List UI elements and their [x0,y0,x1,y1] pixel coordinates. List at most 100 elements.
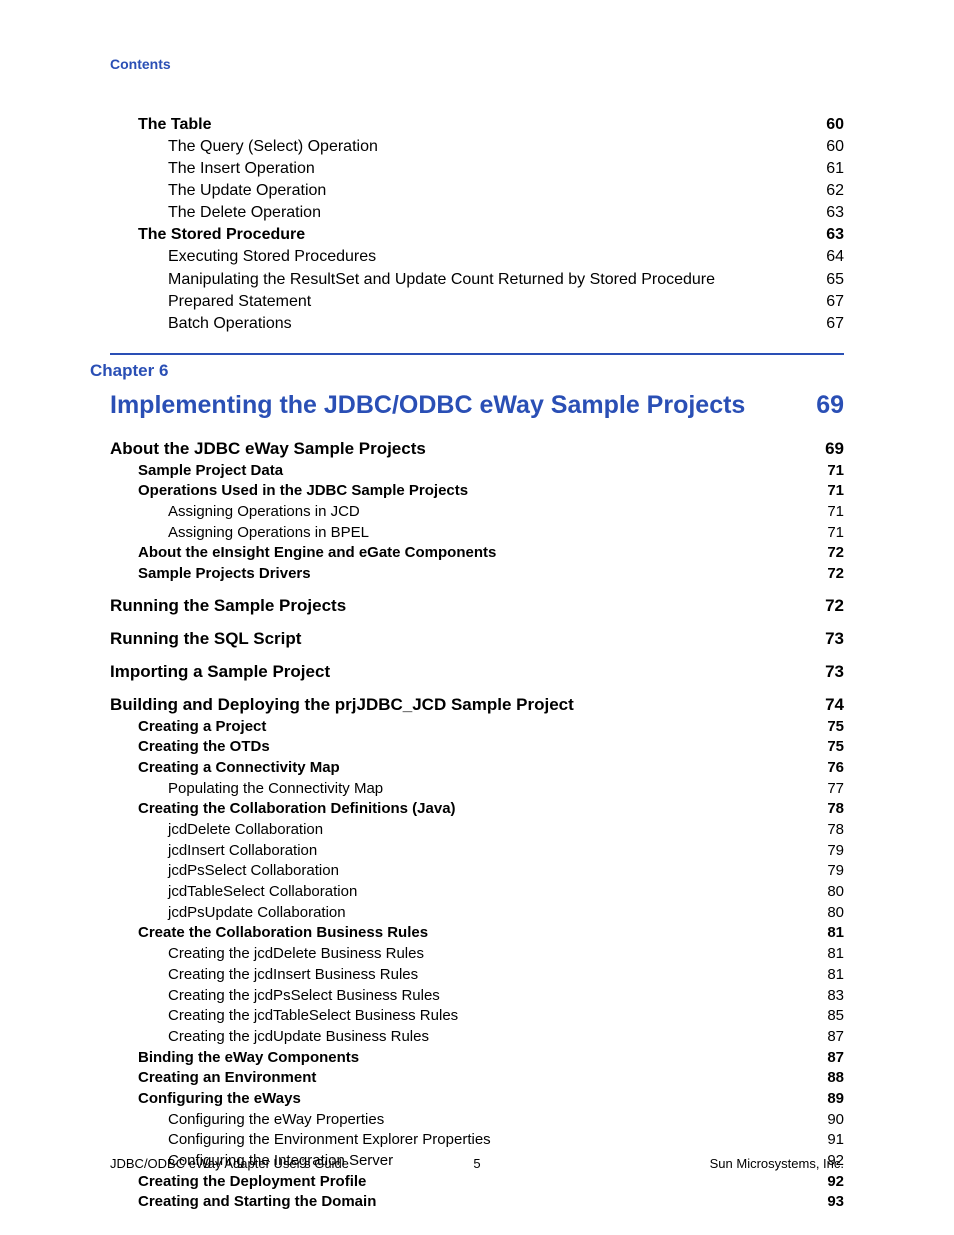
toc-entry-page: 67 [804,291,844,313]
toc-entry[interactable]: Creating the jcdPsSelect Business Rules8… [110,986,844,1007]
toc-entry-label: Binding the eWay Components [138,1048,804,1069]
section-page: 74 [804,694,844,717]
toc-entry-page: 88 [804,1068,844,1089]
toc-entry[interactable]: Creating an Environment88 [110,1068,844,1089]
toc-entry[interactable]: Assigning Operations in JCD71 [110,502,844,523]
toc-entry-page: 61 [804,158,844,180]
toc-entry-label: The Insert Operation [168,158,804,180]
header-contents-label: Contents [110,56,844,72]
toc-entry[interactable]: Creating the jcdInsert Business Rules81 [110,965,844,986]
toc-entry-page: 75 [804,737,844,758]
toc-entry[interactable]: Creating the Deployment Profile92 [110,1172,844,1193]
toc-entry-page: 65 [804,269,844,291]
toc-entry-label: jcdPsUpdate Collaboration [168,903,804,924]
toc-entry[interactable]: The Delete Operation63 [110,202,844,224]
toc-entry[interactable]: Prepared Statement67 [110,291,844,313]
toc-entry-label: The Table [138,114,804,136]
toc-entry[interactable]: Configuring the Environment Explorer Pro… [110,1130,844,1151]
toc-entry-label: The Stored Procedure [138,224,804,246]
section-heading[interactable]: Running the SQL Script73 [110,628,844,651]
toc-entry-page: 87 [804,1048,844,1069]
section-page: 73 [804,628,844,651]
toc-entry[interactable]: Populating the Connectivity Map77 [110,779,844,800]
toc-entry-label: jcdInsert Collaboration [168,841,804,862]
toc-entry-label: Creating the jcdTableSelect Business Rul… [168,1006,804,1027]
toc-entry[interactable]: The Table60 [110,114,844,136]
toc-entry-label: jcdPsSelect Collaboration [168,861,804,882]
toc-entry[interactable]: jcdInsert Collaboration79 [110,841,844,862]
toc-entry[interactable]: Configuring the eWays89 [110,1089,844,1110]
section-heading[interactable]: Building and Deploying the prjJDBC_JCD S… [110,694,844,717]
toc-entry-page: 91 [804,1130,844,1151]
toc-entry-label: Configuring the eWay Properties [168,1110,804,1131]
section-heading[interactable]: About the JDBC eWay Sample Projects69 [110,438,844,461]
toc-entry[interactable]: The Stored Procedure63 [110,224,844,246]
toc-entry[interactable]: Binding the eWay Components87 [110,1048,844,1069]
toc-entry-label: Creating the Deployment Profile [138,1172,804,1193]
toc-entry[interactable]: The Update Operation62 [110,180,844,202]
chapter-title-row[interactable]: Implementing the JDBC/ODBC eWay Sample P… [110,391,844,420]
toc-entry[interactable]: jcdDelete Collaboration78 [110,820,844,841]
toc-entry[interactable]: Creating and Starting the Domain93 [110,1192,844,1213]
toc-entry-label: Creating the OTDs [138,737,804,758]
toc-entry[interactable]: Creating the Collaboration Definitions (… [110,799,844,820]
toc-entry-label: Creating the Collaboration Definitions (… [138,799,804,820]
toc-entry[interactable]: Sample Projects Drivers72 [110,564,844,585]
toc-entry[interactable]: Creating the jcdUpdate Business Rules87 [110,1027,844,1048]
toc-entry[interactable]: The Query (Select) Operation60 [110,136,844,158]
toc-entry-label: Batch Operations [168,313,804,335]
toc-entry-page: 72 [804,543,844,564]
toc-entry[interactable]: Creating a Connectivity Map76 [110,758,844,779]
toc-entry-page: 80 [804,882,844,903]
toc-entry-label: Creating the jcdDelete Business Rules [168,944,804,965]
toc-entry-page: 71 [804,481,844,502]
footer-page-number: 5 [110,1156,844,1171]
toc-entry[interactable]: Create the Collaboration Business Rules8… [110,923,844,944]
section-heading[interactable]: Running the Sample Projects72 [110,595,844,618]
toc-entry-page: 60 [804,114,844,136]
toc-entry[interactable]: Assigning Operations in BPEL71 [110,523,844,544]
toc-entry[interactable]: Creating the jcdTableSelect Business Rul… [110,1006,844,1027]
toc-entry-label: Sample Projects Drivers [138,564,804,585]
toc-entry-page: 81 [804,923,844,944]
toc-entry[interactable]: Creating the jcdDelete Business Rules81 [110,944,844,965]
toc-entry-label: Creating the jcdInsert Business Rules [168,965,804,986]
section-title: About the JDBC eWay Sample Projects [110,438,426,461]
toc-entry-page: 71 [804,461,844,482]
toc-entry-label: Creating a Connectivity Map [138,758,804,779]
toc-entry-label: Creating and Starting the Domain [138,1192,804,1213]
page-footer: JDBC/ODBC eWay Adapter User’s Guide 5 Su… [110,1156,844,1171]
toc-entry-label: Creating an Environment [138,1068,804,1089]
toc-entry-label: Creating the jcdUpdate Business Rules [168,1027,804,1048]
toc-entry-page: 81 [804,965,844,986]
chapter-page: 69 [816,391,844,420]
chapter-label[interactable]: Chapter 6 [90,361,844,381]
toc-entry-label: The Delete Operation [168,202,804,224]
toc-entry-label: The Update Operation [168,180,804,202]
toc-entry[interactable]: Configuring the eWay Properties90 [110,1110,844,1131]
toc-entry[interactable]: Executing Stored Procedures64 [110,246,844,268]
toc-entry[interactable]: About the eInsight Engine and eGate Comp… [110,543,844,564]
toc-entry[interactable]: jcdPsUpdate Collaboration80 [110,903,844,924]
toc-entry-page: 75 [804,717,844,738]
toc-entry-page: 83 [804,986,844,1007]
toc-entry[interactable]: Operations Used in the JDBC Sample Proje… [110,481,844,502]
toc-entry-page: 62 [804,180,844,202]
toc-entry[interactable]: Batch Operations67 [110,313,844,335]
toc-entry-page: 63 [804,202,844,224]
toc-entry-label: Configuring the eWays [138,1089,804,1110]
section-page: 73 [804,661,844,684]
chapter-sections: About the JDBC eWay Sample Projects69Sam… [110,438,844,1213]
toc-entry-page: 81 [804,944,844,965]
toc-entry[interactable]: jcdTableSelect Collaboration80 [110,882,844,903]
toc-entry[interactable]: The Insert Operation61 [110,158,844,180]
toc-entry[interactable]: Sample Project Data71 [110,461,844,482]
toc-entry[interactable]: Creating the OTDs75 [110,737,844,758]
section-title: Importing a Sample Project [110,661,330,684]
toc-entry-page: 63 [804,224,844,246]
toc-entry-label: Prepared Statement [168,291,804,313]
section-heading[interactable]: Importing a Sample Project 73 [110,661,844,684]
toc-entry[interactable]: Manipulating the ResultSet and Update Co… [110,269,844,291]
toc-entry[interactable]: jcdPsSelect Collaboration79 [110,861,844,882]
toc-entry[interactable]: Creating a Project75 [110,717,844,738]
